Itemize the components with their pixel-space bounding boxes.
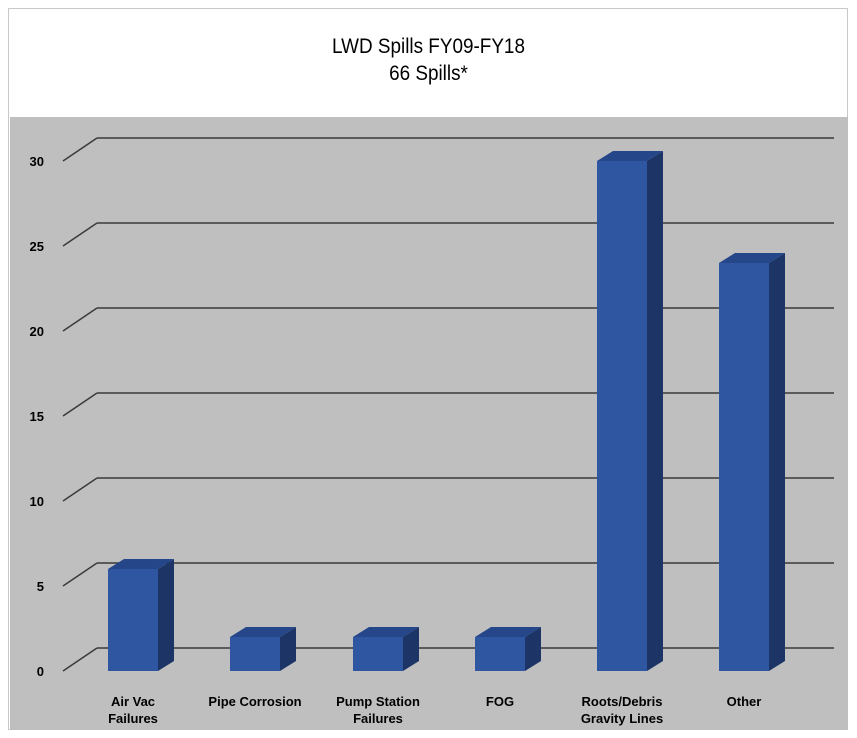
gridline bbox=[62, 392, 834, 417]
bar bbox=[475, 627, 541, 671]
y-tick-label: 5 bbox=[37, 579, 44, 594]
y-tick-label: 15 bbox=[30, 409, 44, 424]
y-tick-label: 30 bbox=[30, 154, 44, 169]
y-tick-label: 0 bbox=[37, 664, 44, 679]
x-axis-categories: Air Vac Failures Pipe Corrosion Pump Statio… bbox=[108, 694, 761, 726]
chart-subtitle: 66 Spills* bbox=[389, 62, 468, 85]
bars bbox=[108, 151, 785, 671]
y-tick-label: 20 bbox=[30, 324, 44, 339]
y-axis-ticks: 0 5 10 15 20 25 30 bbox=[30, 154, 44, 679]
chart-title-block: LWD Spills FY09-FY18 66 Spills* bbox=[43, 33, 814, 87]
x-category-label: Pump Station Failures bbox=[336, 694, 420, 726]
gridline bbox=[62, 222, 834, 247]
gridlines bbox=[62, 137, 834, 672]
x-category-label: Air Vac Failures bbox=[108, 694, 158, 726]
gridline bbox=[62, 307, 834, 332]
y-tick-label: 10 bbox=[30, 494, 44, 509]
x-category-label: FOG bbox=[486, 694, 514, 709]
y-tick-label: 25 bbox=[30, 239, 44, 254]
bar bbox=[230, 627, 296, 671]
gridline bbox=[62, 477, 834, 502]
gridline bbox=[62, 137, 834, 162]
bar bbox=[719, 253, 785, 671]
chart-title: LWD Spills FY09-FY18 bbox=[332, 35, 525, 58]
x-category-label: Pipe Corrosion bbox=[208, 694, 301, 709]
gridline bbox=[62, 562, 834, 587]
bar bbox=[353, 627, 419, 671]
x-category-label: Roots/Debris Gravity Lines bbox=[581, 694, 663, 726]
x-category-label: Other bbox=[727, 694, 762, 709]
gridline bbox=[62, 647, 834, 672]
bar bbox=[108, 559, 174, 671]
bar bbox=[597, 151, 663, 671]
